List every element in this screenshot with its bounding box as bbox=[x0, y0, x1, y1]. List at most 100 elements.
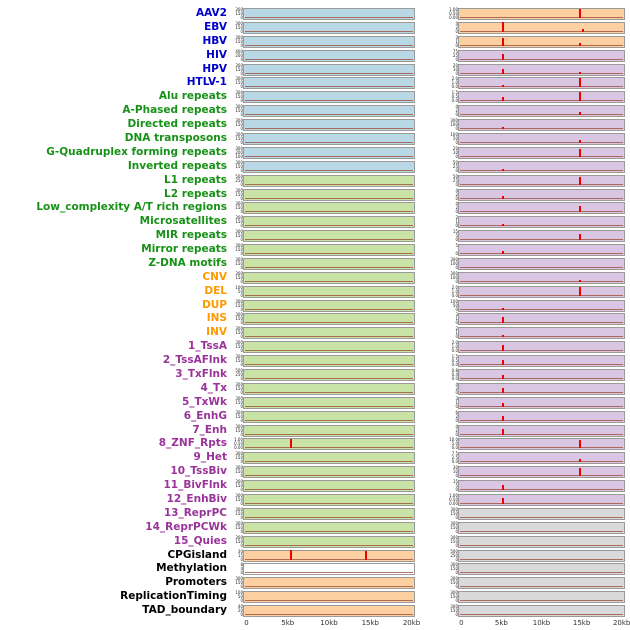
signal-baseline bbox=[460, 72, 623, 74]
y-tick-label: 0 bbox=[455, 542, 458, 548]
signal-baseline bbox=[245, 614, 413, 616]
y-tick-label: 0 bbox=[240, 473, 243, 479]
y-tick-label: 300 bbox=[450, 562, 458, 568]
y-tick-label: 7.5 bbox=[451, 451, 458, 457]
y-tick-label: 1.0 bbox=[451, 344, 458, 350]
y-tick-label: 150 bbox=[235, 205, 243, 211]
track-left-low-complexity-a-t-rich-regions: 300 150 0 bbox=[235, 202, 415, 215]
y-tick-label: 0 bbox=[240, 459, 243, 465]
y-tick-label: 0 bbox=[240, 251, 243, 257]
y-tick-label: 50 bbox=[452, 135, 458, 141]
y-tick-labels: 300 150 0 bbox=[230, 8, 243, 20]
y-tick-label: 4 bbox=[455, 187, 458, 193]
y-tick-label: 3 bbox=[455, 395, 458, 401]
track-right-8-znf-rpts: 10.0 5.0 0.0 bbox=[449, 438, 625, 451]
y-tick-labels: 300 150 0 bbox=[230, 91, 243, 103]
signal-spike bbox=[502, 345, 505, 352]
y-tick-label: 0 bbox=[240, 501, 243, 506]
track-right-z-dna-motifs: 300 100 0 bbox=[450, 257, 625, 270]
y-tick-labels: 40 20 0 bbox=[230, 605, 243, 617]
y-tick-label: 2.0 bbox=[451, 340, 458, 346]
y-tick-labels: 50 25 0 bbox=[445, 160, 458, 173]
y-tick-label: 150 bbox=[235, 344, 243, 350]
y-tick-label: 300 bbox=[235, 201, 243, 207]
y-tick-label: 0 bbox=[240, 389, 243, 395]
y-tick-label: 300 bbox=[450, 256, 458, 262]
signal-baseline bbox=[245, 155, 413, 157]
signal-baseline bbox=[460, 294, 623, 296]
signal-spike bbox=[502, 22, 505, 32]
y-tick-label: 0 bbox=[240, 584, 243, 590]
y-tick-label: 0 bbox=[455, 487, 458, 493]
x-tick-label: 20kb bbox=[612, 619, 630, 627]
y-tick-labels: 100 50 0 bbox=[230, 285, 243, 298]
signal-baseline bbox=[460, 253, 623, 255]
y-tick-label: 0 bbox=[455, 431, 458, 437]
y-tick-label: 20 bbox=[237, 608, 243, 614]
y-tick-label: 150 bbox=[235, 122, 243, 128]
y-tick-label: 150 bbox=[235, 219, 243, 225]
signal-baseline bbox=[460, 447, 623, 449]
y-tick-label: 150 bbox=[235, 274, 243, 280]
signal-spike bbox=[502, 317, 505, 324]
y-tick-label: 0.00 bbox=[449, 15, 458, 20]
y-tick-labels: 300 150 0 bbox=[230, 202, 243, 214]
y-tick-label: 0 bbox=[240, 112, 243, 118]
signal-baseline bbox=[460, 141, 623, 143]
row-label-aav2: AAV2 bbox=[196, 7, 227, 19]
track-left-9-het: 300 150 0 bbox=[235, 452, 415, 465]
signal-spike bbox=[578, 78, 581, 88]
row-label-2-tssaflnk: 2_TssAFlnk bbox=[162, 354, 227, 367]
signal-baseline bbox=[460, 489, 623, 491]
signal-baseline bbox=[245, 141, 413, 143]
y-tick-label: 2 bbox=[455, 24, 458, 30]
signal-baseline bbox=[245, 266, 413, 268]
y-tick-label: 4 bbox=[455, 104, 458, 110]
signal-spike bbox=[502, 375, 505, 380]
track-left-dna-transposons: 300 150 0 bbox=[235, 132, 415, 145]
y-tick-label: 0 bbox=[240, 612, 243, 618]
y-tick-label: 0 bbox=[455, 28, 458, 34]
track-right-13-reprpc: 300 150 0 bbox=[450, 507, 625, 520]
signal-baseline bbox=[460, 600, 623, 602]
track-right-14-reprpcwk: 300 150 0 bbox=[450, 521, 625, 534]
track-left-a-phased-repeats: 300 150 0 bbox=[235, 105, 415, 118]
y-tick-label: 150 bbox=[235, 316, 243, 322]
y-tick-label: 0 bbox=[240, 376, 243, 382]
signal-baseline bbox=[245, 169, 413, 171]
y-tick-label: 0 bbox=[240, 542, 243, 548]
y-tick-label: 0 bbox=[455, 209, 458, 215]
track-right-11-bivflnk: 15 5 0 bbox=[453, 480, 625, 493]
track-left-htlv-1: 300 150 0 bbox=[235, 77, 415, 90]
signal-baseline bbox=[460, 183, 623, 185]
y-tick-label: 0 bbox=[455, 417, 458, 423]
y-tick-label: 3 bbox=[455, 312, 458, 318]
track-right-tad-boundary: 300 150 0 bbox=[450, 605, 625, 618]
y-tick-labels: 300 150 0 bbox=[445, 563, 458, 575]
y-tick-label: 2.0 bbox=[451, 284, 458, 290]
track-left-6-enhg: 300 150 0 bbox=[235, 410, 415, 423]
row-label-8-znf-rpts: 8_ZNF_Rpts bbox=[158, 437, 227, 450]
y-tick-label: 0.8 bbox=[451, 368, 458, 374]
track-right-2-tssaflnk: 1.5 0.5 0.0 bbox=[452, 355, 625, 368]
y-tick-labels: 100 50 0 bbox=[445, 299, 458, 312]
y-tick-label: 200 bbox=[235, 52, 243, 58]
y-tick-label: 1 bbox=[455, 38, 458, 44]
row-label-12-enhbiv: 12_EnhBiv bbox=[166, 493, 227, 505]
signal-baseline bbox=[460, 239, 623, 241]
y-tick-labels: 400 200 0 bbox=[230, 49, 243, 62]
y-tick-label: 0 bbox=[240, 334, 243, 340]
track-right-dup: 100 50 0 bbox=[450, 299, 625, 312]
y-tick-label: 500 bbox=[235, 173, 243, 179]
y-tick-label: 100 bbox=[450, 122, 458, 128]
track-right-mir-repeats: 15 5 0 bbox=[453, 230, 625, 243]
signal-baseline bbox=[460, 530, 623, 532]
y-tick-labels: 300 150 0 bbox=[230, 119, 243, 131]
track-left-tad-boundary: 40 20 0 bbox=[238, 605, 415, 618]
signal-spike bbox=[502, 251, 505, 255]
y-tick-labels: 300 150 0 bbox=[230, 105, 243, 117]
y-tick-label: 0 bbox=[455, 334, 458, 340]
track-right-alu-repeats: 1.5 0.5 0.0 bbox=[452, 91, 625, 104]
y-tick-label: 0.0 bbox=[451, 84, 458, 90]
